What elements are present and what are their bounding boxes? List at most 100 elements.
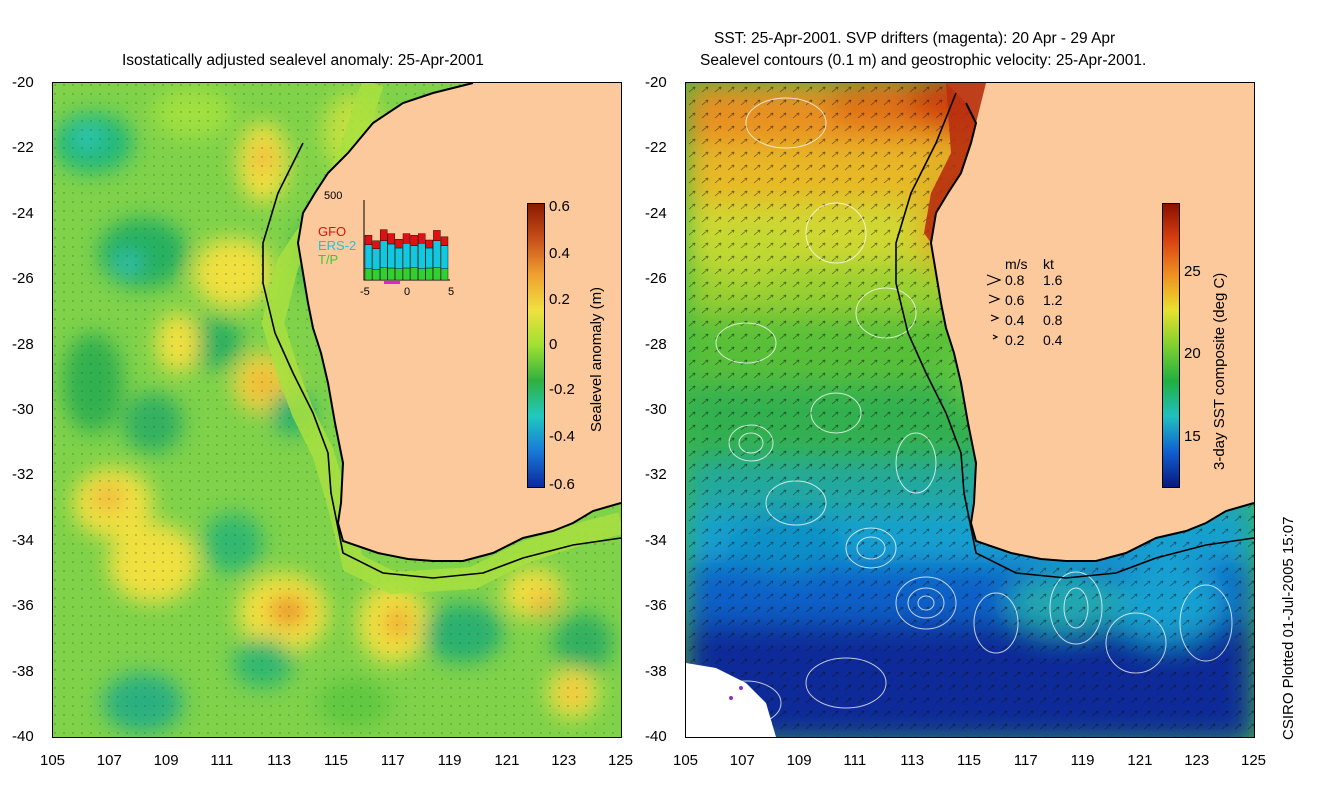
xticks-left-tick-2: 109 <box>153 752 179 769</box>
xticks-right-tick-7: 119 <box>1070 752 1095 769</box>
inset-xtick-1: 0 <box>404 286 411 298</box>
sst-colorbar <box>1162 203 1180 488</box>
yticks-right-tick-6: -32 <box>645 466 667 484</box>
xticks-left-tick-0: 105 <box>40 752 66 769</box>
xticks-right-tick-1: 107 <box>729 752 755 769</box>
xticks-left-tick-5: 115 <box>324 752 348 769</box>
xticks-left-tick-7: 119 <box>437 752 462 769</box>
legend-kt-0: 1.6 <box>1043 272 1063 288</box>
cbar-left-tick-6: -0.6 <box>549 476 575 493</box>
xticks-right-tick-10: 125 <box>1241 752 1267 769</box>
inset-bar-8-tp <box>425 267 434 281</box>
inset-bar-1-ers <box>372 248 380 270</box>
inset-bar-6-gfo <box>410 235 418 246</box>
yticks-left-tick-1: -22 <box>12 139 34 157</box>
right-panel-title-line1: SST: 25-Apr-2001. SVP drifters (magenta)… <box>714 30 1116 47</box>
inset-chart <box>363 200 450 284</box>
legend-kt-2: 0.8 <box>1043 312 1063 328</box>
yticks-right-tick-3: -26 <box>645 270 667 288</box>
inset-bar-8-gfo <box>425 239 434 249</box>
xticks-left-tick-8: 121 <box>494 752 520 769</box>
inset-bar-10-ers <box>440 245 449 269</box>
xticks-right-tick-8: 121 <box>1127 752 1153 769</box>
legend-ms-0: 0.8 <box>1005 272 1025 288</box>
inset-legend-1: ERS-2 <box>318 238 357 253</box>
xticks-left-tick-3: 111 <box>210 752 234 769</box>
australia-land-right <box>931 83 1254 561</box>
xticks-left-tick-4: 113 <box>267 752 292 769</box>
inset-bar-0-gfo <box>364 235 373 246</box>
inset-bar-3-gfo <box>387 233 396 245</box>
yticks-right-tick-8: -36 <box>645 597 667 615</box>
yticks-left-tick-9: -38 <box>12 662 34 680</box>
yticks-right-tick-5: -30 <box>645 401 667 418</box>
xticks-right-tick-2: 109 <box>786 752 812 769</box>
cbar-right-label: 3-day SST composite (deg C) <box>1211 272 1228 470</box>
inset-ymax-label: 500 <box>324 190 343 202</box>
inset-bar-4-tp <box>395 268 403 281</box>
yticks-left-tick-6: -32 <box>12 466 34 484</box>
coastline-right <box>929 102 1254 562</box>
yticks-left-tick-8: -36 <box>12 597 34 615</box>
inset-bar-1-gfo <box>372 240 380 249</box>
yticks-right-tick-0: -20 <box>645 74 667 91</box>
cbar-left-tick-1: 0.4 <box>549 245 570 262</box>
cbar-right-tick-2: 15 <box>1184 428 1201 445</box>
cbar-left-label: Sealevel anomaly (m) <box>588 286 605 432</box>
legend-kt-3: 0.4 <box>1043 332 1063 348</box>
xticks-right-tick-0: 105 <box>673 752 699 769</box>
inset-bar-7-gfo <box>417 233 426 244</box>
yticks-left-tick-10: -40 <box>12 728 34 745</box>
inset-bar-5-gfo <box>402 233 411 244</box>
legend-arrow-icons <box>986 274 1002 340</box>
xticks-right-tick-6: 117 <box>1013 752 1038 769</box>
inset-bar-10-tp <box>440 268 449 281</box>
cbar-right-tick-0: 25 <box>1184 263 1201 280</box>
isobath-right <box>895 92 1254 579</box>
inset-bar-2-gfo <box>379 229 388 241</box>
inset-bar-5-ers <box>402 243 411 269</box>
inset-xtick-0: -5 <box>360 286 370 298</box>
cbar-left-tick-0: 0.6 <box>549 198 570 215</box>
legend-header-kt: kt <box>1043 256 1054 272</box>
inset-bar-0-ers <box>364 244 373 269</box>
sealevel-contours <box>710 97 1233 726</box>
inset-bar-1-tp <box>372 269 380 281</box>
legend-ms-3: 0.2 <box>1005 332 1025 348</box>
inset-bar-2-ers <box>379 240 388 268</box>
xticks-right-tick-3: 111 <box>843 752 867 769</box>
inset-bar-7-tp <box>417 268 426 281</box>
yticks-left-tick-7: -34 <box>12 531 34 549</box>
xticks-left-tick-9: 123 <box>551 752 577 769</box>
xticks-right-tick-9: 123 <box>1184 752 1210 769</box>
cbar-left-tick-3: 0 <box>549 336 558 353</box>
inset-xtick-2: 5 <box>448 286 455 298</box>
yticks-right-tick-9: -38 <box>645 662 667 680</box>
yticks-right-tick-2: -24 <box>645 204 667 222</box>
yticks-right-tick-4: -28 <box>645 335 667 353</box>
inset-bar-9-ers <box>433 240 441 268</box>
inset-bar-3-ers <box>387 243 396 269</box>
yticks-right-tick-1: -22 <box>645 139 667 157</box>
yticks-left-tick-2: -24 <box>12 204 34 222</box>
left-panel-title: Isostatically adjusted sealevel anomaly:… <box>122 52 484 69</box>
legend-header-ms: m/s <box>1005 256 1028 272</box>
isobath <box>262 142 621 579</box>
xticks-right-tick-4: 113 <box>900 752 925 769</box>
plot-credit: CSIRO Plotted 01-Jul-2005 15:07 <box>1280 516 1297 740</box>
legend-ms-2: 0.4 <box>1005 312 1025 328</box>
xticks-left-tick-6: 117 <box>380 752 405 769</box>
legend-ms-1: 0.6 <box>1005 292 1025 308</box>
inset-bar-3-tp <box>387 267 396 281</box>
sealevel-colorbar <box>527 203 545 488</box>
yticks-left-tick-5: -30 <box>12 401 34 418</box>
inset-bar-9-tp <box>433 266 441 281</box>
yticks-left-tick-3: -26 <box>12 270 34 288</box>
altimeter-inset: 500 GFO ERS-2 T/P -5 0 5 <box>312 190 462 300</box>
inset-bar-2-tp <box>379 266 388 281</box>
legend-kt-1: 1.2 <box>1043 292 1063 308</box>
inset-bar-9-gfo <box>433 230 441 242</box>
inset-drifter-window <box>384 281 400 284</box>
yticks-left-tick-0: -20 <box>12 74 34 91</box>
inset-bar-6-ers <box>410 245 418 268</box>
